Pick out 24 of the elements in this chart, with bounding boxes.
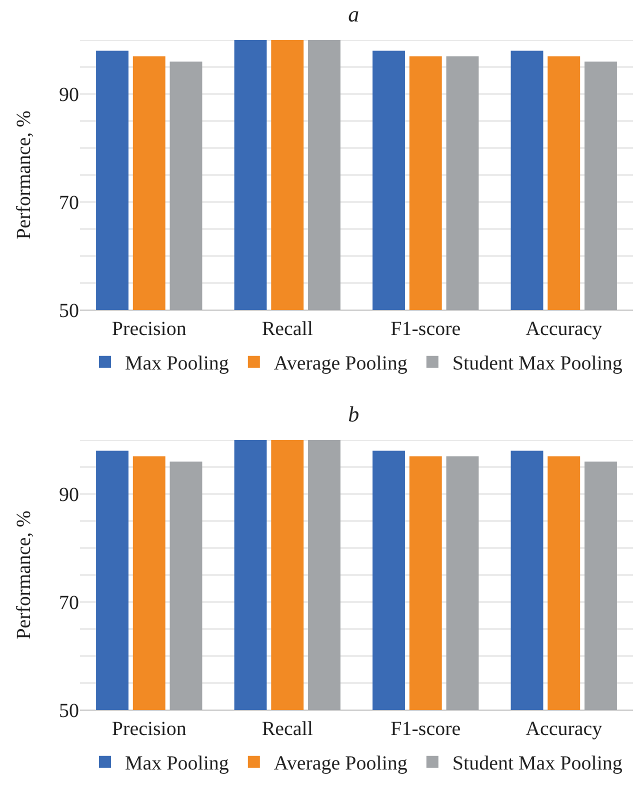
x-tick-label: F1-score <box>390 718 461 740</box>
y-tick-label: 50 <box>59 300 79 322</box>
chart-title: b <box>348 401 360 426</box>
chart-title: a <box>348 1 360 26</box>
x-tick-label: Accuracy <box>526 318 602 340</box>
x-tick-label: Recall <box>262 318 314 340</box>
y-tick-label: 70 <box>59 192 79 214</box>
y-tick-label: 70 <box>59 592 79 614</box>
legend-label: Max Pooling <box>125 752 229 775</box>
legend-label: Student Max Pooling <box>452 752 622 775</box>
x-tick-label: Precision <box>112 718 186 740</box>
y-tick-label: 90 <box>59 84 79 106</box>
x-tick-label: Accuracy <box>526 718 602 740</box>
x-tick-label: Recall <box>262 718 314 740</box>
y-axis-title: Performance, % <box>13 110 35 240</box>
legend-label: Student Max Pooling <box>452 352 622 375</box>
x-tick-label: Precision <box>112 318 186 340</box>
x-tick-label: F1-score <box>390 318 461 340</box>
y-axis-title: Performance, % <box>13 510 35 640</box>
y-tick-label: 90 <box>59 484 79 506</box>
y-tick-label: 50 <box>59 700 79 722</box>
legend-label: Average Pooling <box>274 352 408 375</box>
legend-label: Max Pooling <box>125 352 229 375</box>
legend-label: Average Pooling <box>274 752 408 775</box>
